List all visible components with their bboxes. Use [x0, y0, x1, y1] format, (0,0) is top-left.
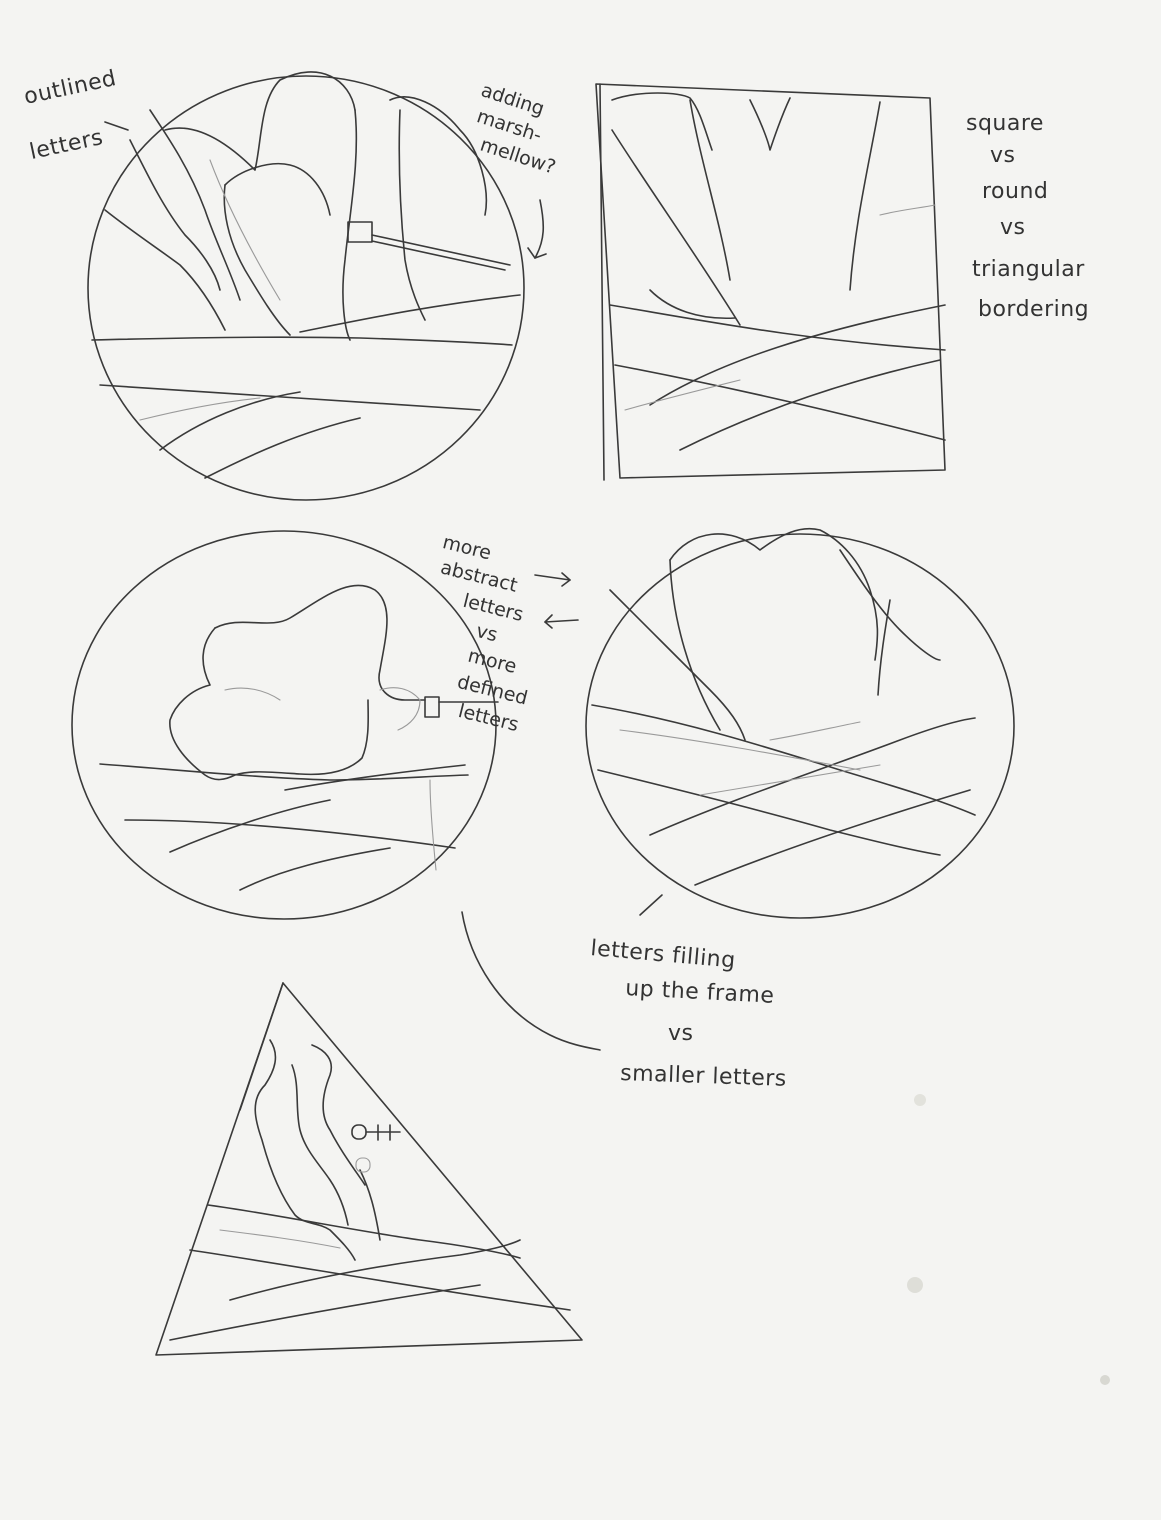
note-line: vs — [990, 143, 1015, 168]
note-outlined-letters: outlined letters — [22, 66, 119, 165]
note-line: letters filling — [589, 936, 736, 974]
paper-specks — [907, 1094, 1110, 1385]
sketch-round-filling-letters — [585, 527, 1015, 919]
sketch-round-outlined-letters — [87, 71, 525, 501]
note-line: vs — [668, 1021, 693, 1046]
note-line: square — [966, 111, 1044, 136]
note-line: vs — [474, 620, 500, 646]
note-line: smaller letters — [620, 1061, 787, 1092]
note-line: more — [466, 645, 519, 678]
note-line: abstract — [438, 556, 519, 596]
note-line: vs — [1000, 215, 1025, 240]
note-filling-frame: letters filling up the frame vs smaller … — [589, 936, 787, 1092]
note-line: bordering — [978, 297, 1089, 322]
sketch-triangle-frame — [155, 982, 583, 1356]
note-line: triangular — [972, 257, 1085, 282]
sketch-round-abstract-letters — [71, 530, 499, 920]
note-line: letters — [27, 125, 105, 165]
note-line: round — [982, 179, 1048, 204]
sketch-square-frame — [595, 83, 946, 481]
note-line: up the frame — [625, 976, 775, 1009]
note-line: letters — [461, 590, 526, 626]
note-line: mellow? — [477, 134, 558, 179]
note-border-shapes: square vs round vs triangular bordering — [966, 111, 1089, 322]
note-line: outlined — [22, 66, 119, 110]
annotation-connectors — [104, 121, 663, 1051]
